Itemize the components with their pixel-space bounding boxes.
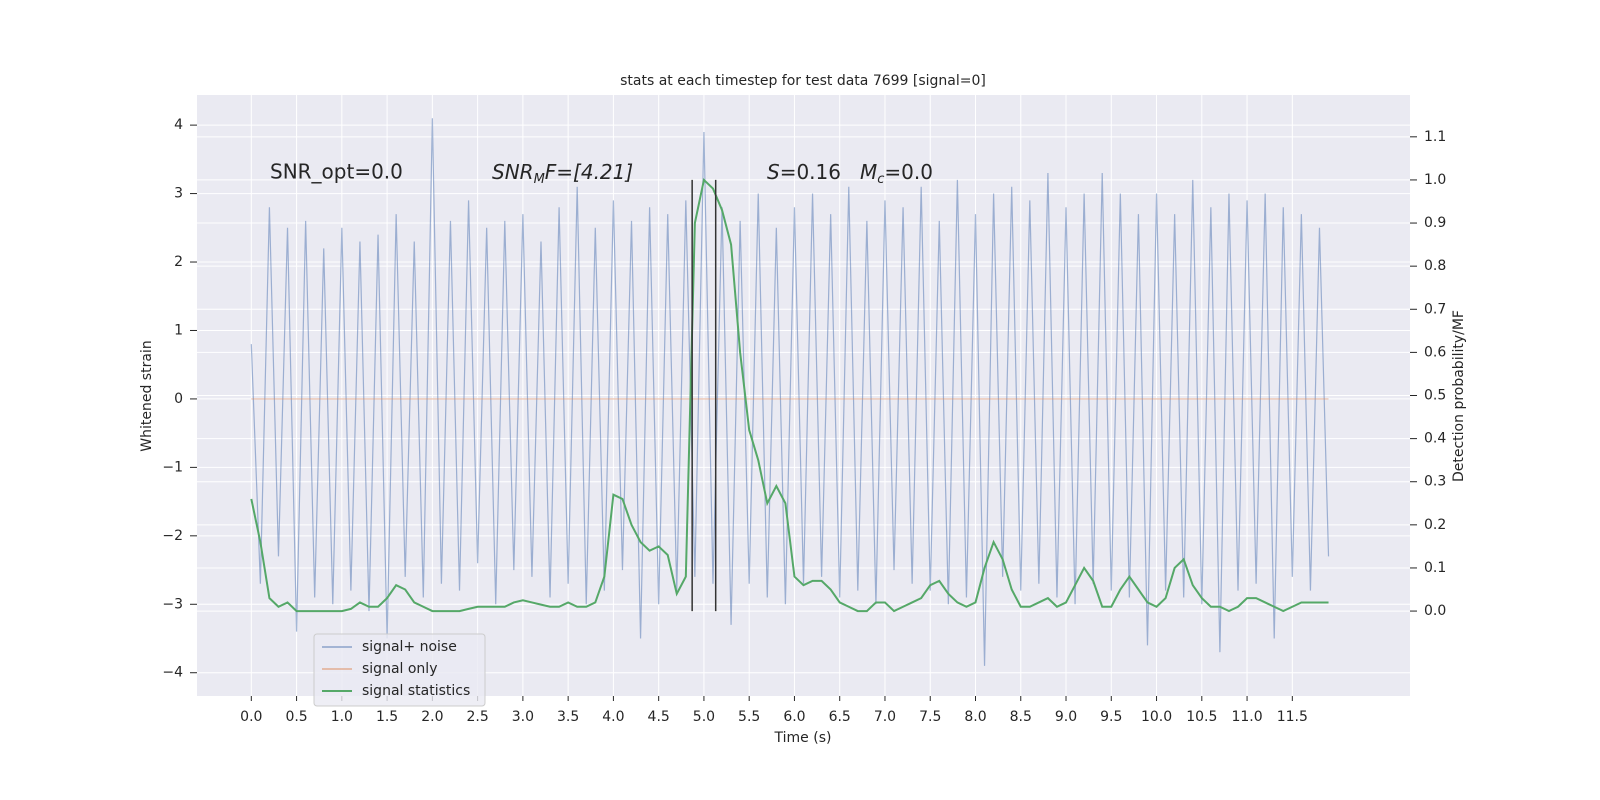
y2-tick-label: 0.8 — [1424, 258, 1446, 274]
x-tick-label: 8.0 — [964, 709, 986, 725]
x-tick-label: 6.5 — [829, 709, 851, 725]
y-tick-label: 3 — [174, 186, 183, 202]
y-tick-label: 0 — [174, 391, 183, 407]
y-axis-label: Whitened strain — [139, 340, 155, 451]
legend-label: signal+ noise — [362, 639, 457, 655]
y-tick-label: 1 — [174, 322, 183, 338]
y2-axis-label: Detection probability/MF — [1451, 310, 1467, 482]
annotation: Mc=0.0 — [860, 160, 933, 187]
x-tick-label: 1.0 — [331, 709, 353, 725]
x-tick-label: 1.5 — [376, 709, 398, 725]
y-tick-label: 4 — [174, 117, 183, 133]
x-tick-label: 8.5 — [1010, 709, 1032, 725]
x-tick-label: 3.5 — [557, 709, 579, 725]
annotation-part: SNR — [492, 160, 534, 184]
y-tick-label: −2 — [162, 528, 183, 544]
y2-tick-label: 0.5 — [1424, 388, 1446, 404]
grid — [197, 95, 1410, 696]
legend: signal+ noise signal only signal statistic… — [313, 633, 486, 707]
x-tick-label: 11.0 — [1231, 709, 1262, 725]
annotation-part: F=[4.21] — [545, 160, 633, 184]
y2-tick-label: 0.0 — [1424, 603, 1446, 619]
marks — [250, 118, 1330, 666]
y2-tick-label: 1.0 — [1424, 172, 1446, 188]
annotation-part: M — [860, 160, 877, 184]
ticks: 0.0 0.5 1.0 1.5 2.0 2.5 3.0 3.5 4.0 4.5 5.0 5.5 6.0 6… — [162, 117, 1446, 725]
annotation-part: =0.0 — [884, 160, 933, 184]
annotation: SNRMF=[4.21] — [492, 160, 633, 187]
x-tick-label: 5.5 — [738, 709, 760, 725]
x-tick-label: 9.5 — [1100, 709, 1122, 725]
y2-tick-label: 1.1 — [1424, 129, 1446, 145]
x-tick-label: 11.5 — [1277, 709, 1308, 725]
annotation: SNR_opt=0.0 — [270, 160, 403, 184]
x-tick-label: 2.5 — [466, 709, 488, 725]
annotation-part: =0.16 — [780, 160, 841, 184]
x-tick-label: 6.0 — [783, 709, 805, 725]
series-line — [250, 177, 1329, 613]
y2-tick-label: 0.2 — [1424, 517, 1446, 533]
chart-title: stats at each timestep for test data 769… — [620, 73, 986, 89]
y2-tick-label: 0.3 — [1424, 474, 1446, 490]
x-tick-label: 10.0 — [1141, 709, 1172, 725]
x-tick-label: 4.5 — [648, 709, 670, 725]
x-tick-label: 7.0 — [874, 709, 896, 725]
x-tick-label: 0.5 — [285, 709, 307, 725]
y-tick-label: 2 — [174, 254, 183, 270]
y2-tick-label: 0.1 — [1424, 560, 1446, 576]
annotation-part: S — [767, 160, 780, 184]
x-tick-label: 3.0 — [512, 709, 534, 725]
x-tick-label: 0.0 — [240, 709, 262, 725]
y-tick-label: −3 — [162, 596, 183, 612]
x-axis-label: Time (s) — [774, 730, 832, 746]
legend-box — [313, 633, 486, 707]
legend-label: signal only — [362, 661, 437, 677]
x-tick-label: 5.0 — [693, 709, 715, 725]
y2-tick-label: 0.9 — [1424, 215, 1446, 231]
annotation: S=0.16 — [767, 160, 841, 184]
y2-tick-label: 0.7 — [1424, 301, 1446, 317]
x-tick-label: 4.0 — [602, 709, 624, 725]
y-tick-label: −4 — [162, 665, 183, 681]
annotation-part: M — [534, 172, 545, 187]
annotation-part: c — [877, 172, 884, 187]
x-tick-label: 10.5 — [1186, 709, 1217, 725]
x-tick-label: 9.0 — [1055, 709, 1077, 725]
y2-tick-label: 0.6 — [1424, 344, 1446, 360]
x-tick-label: 7.5 — [919, 709, 941, 725]
legend-label: signal statistics — [362, 683, 470, 699]
y-tick-label: −1 — [162, 459, 183, 475]
y2-tick-label: 0.4 — [1424, 431, 1446, 447]
series-line — [250, 118, 1330, 666]
x-tick-label: 2.0 — [421, 709, 443, 725]
